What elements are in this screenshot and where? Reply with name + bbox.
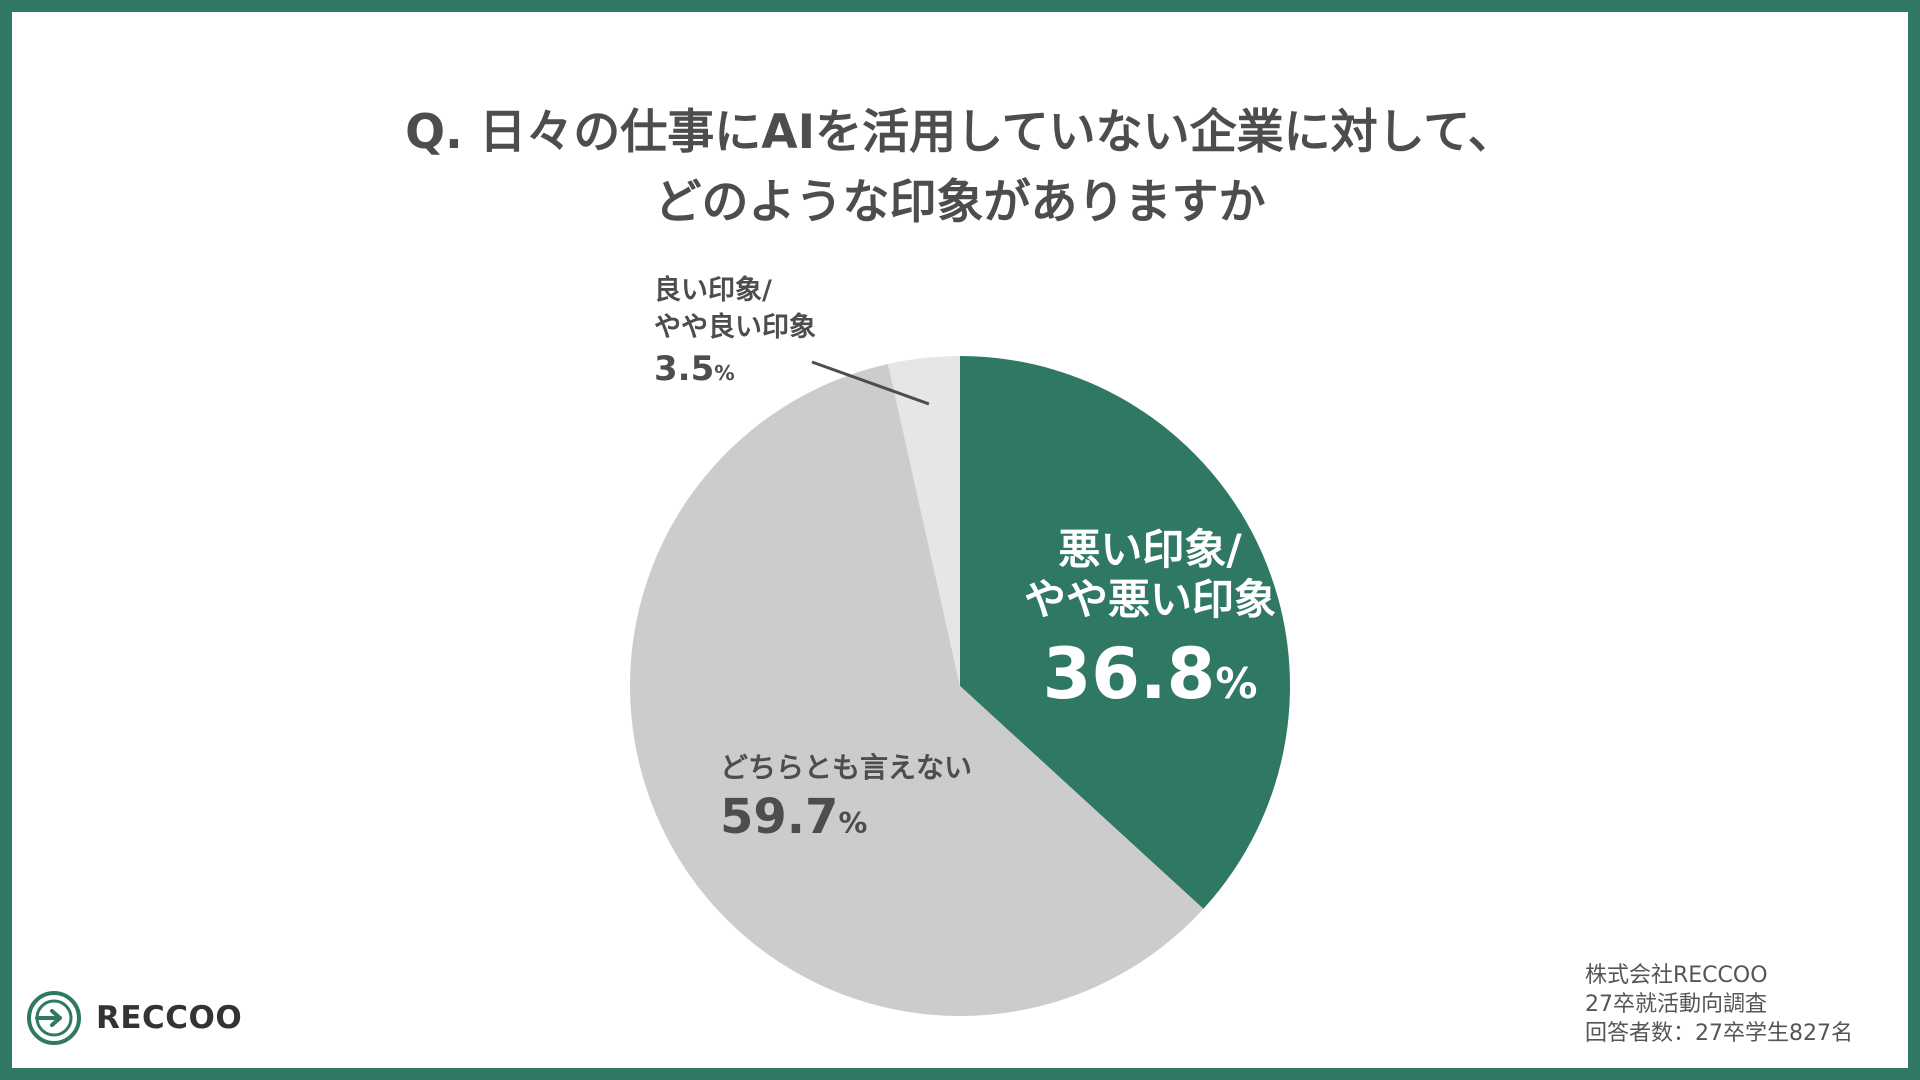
chart-title-line-1: Q. 日々の仕事にAIを活用していない企業に対して、 — [405, 105, 1515, 160]
slice-label-bad-impression: 悪い印象/ やや悪い印象 36.8% — [960, 525, 1340, 727]
slice-name-good-impression: 良い印象/ やや良い印象 — [654, 275, 816, 343]
chart-title-line-2: どのような印象がありますか — [654, 175, 1266, 230]
source-survey-name: 27卒就活動向調査 — [1585, 992, 1767, 1017]
reccoo-logo: RECCOO — [26, 990, 242, 1046]
chart-title: Q. 日々の仕事にAIを活用していない企業に対して、 どのような印象がありますか — [0, 98, 1920, 238]
pie-slice-bad-impression — [960, 356, 1291, 909]
slice-name-neutral: どちらとも言えない — [720, 751, 973, 784]
slice-label-neutral: どちらとも言えない 59.7% — [720, 748, 972, 852]
pie-slice-good-impression — [888, 356, 960, 686]
pie-slice-neutral — [629, 363, 1204, 1017]
reccoo-logo-text: RECCOO — [96, 1000, 243, 1036]
survey-source-note: 株式会社RECCOO 27卒就活動向調査 回答者数：27卒学生827名 — [1585, 961, 1853, 1048]
slice-value-neutral: 59.7% — [720, 789, 868, 845]
source-company: 株式会社RECCOO — [1585, 963, 1768, 988]
reccoo-logo-icon — [27, 991, 81, 1045]
pie-slices — [629, 356, 1291, 1017]
source-respondents: 回答者数：27卒学生827名 — [1585, 1021, 1853, 1046]
slice-value-bad-impression: 36.8% — [1042, 633, 1258, 715]
good-impression-leader-line — [811, 360, 930, 406]
slice-value-good-impression: 3.5% — [654, 349, 735, 389]
slice-name-bad-impression: 悪い印象/ やや悪い印象 — [1023, 525, 1276, 624]
slice-label-good-impression: 良い印象/ やや良い印象 3.5% — [654, 272, 816, 396]
